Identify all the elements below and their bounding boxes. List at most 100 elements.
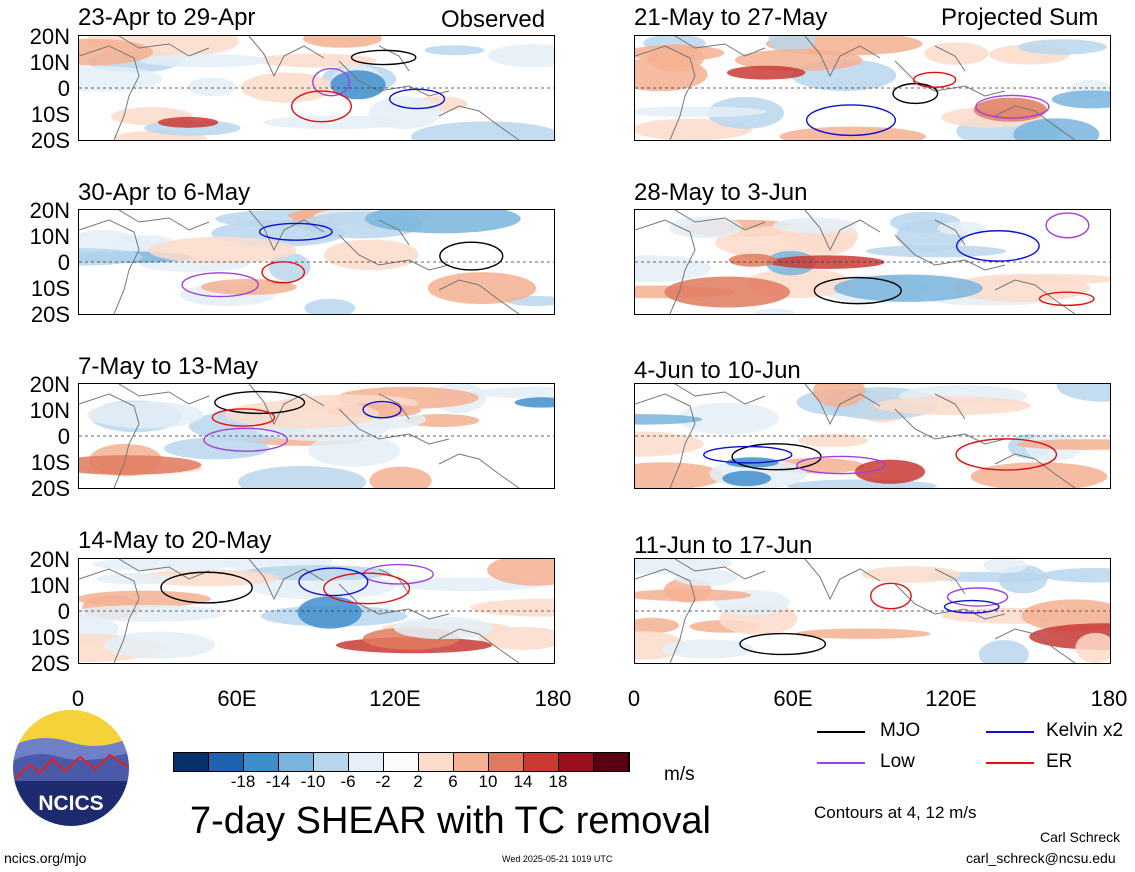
coastline-philippines xyxy=(378,45,410,72)
colorbar-tick: 10 xyxy=(478,772,498,791)
shear-shading xyxy=(854,459,926,484)
shear-map-panel-7 xyxy=(78,558,555,664)
er-legend-line xyxy=(986,762,1034,764)
coastline-indonesia xyxy=(894,60,1006,97)
lon-label: 0 xyxy=(627,686,641,711)
panel-title: 21-May to 27-May xyxy=(634,4,828,31)
shear-shading xyxy=(187,77,236,97)
colorbar-swatch xyxy=(209,753,244,771)
ncics-logo: NCICS xyxy=(10,707,132,829)
shear-shading xyxy=(635,106,767,118)
lon-label: 60E xyxy=(773,686,813,711)
shear-shading xyxy=(147,236,297,264)
shear-shading xyxy=(813,384,866,408)
lat-label: 20S xyxy=(30,476,70,501)
contour-line xyxy=(290,90,353,123)
svg-text:NCICS: NCICS xyxy=(38,792,103,815)
shear-shading xyxy=(983,559,1028,574)
shear-shading xyxy=(424,45,485,56)
shear-shading xyxy=(668,216,743,239)
shear-shading xyxy=(978,639,1029,663)
coastline-africa xyxy=(635,219,696,314)
shear-map xyxy=(635,36,1110,140)
site-link[interactable]: ncics.org/mjo xyxy=(4,850,87,866)
contour-line xyxy=(261,261,306,284)
er-legend-label: ER xyxy=(1046,751,1073,772)
shear-shading xyxy=(364,210,521,234)
shear-shading xyxy=(715,225,855,260)
shear-map-panel-1 xyxy=(78,35,555,141)
coastline-india xyxy=(804,384,881,426)
lat-label: 10S xyxy=(30,276,70,301)
shear-shading xyxy=(861,566,961,583)
shear-shading xyxy=(937,221,986,236)
lat-label: 20N xyxy=(29,372,70,397)
coastline-arabia xyxy=(118,36,210,57)
shear-map-panel-4 xyxy=(634,209,1111,315)
shear-shading xyxy=(411,121,554,140)
coastline-arabia xyxy=(118,559,210,580)
lat-label: 20S xyxy=(30,302,70,327)
shear-shading xyxy=(949,274,1090,302)
shear-map xyxy=(635,559,1110,663)
contour-line xyxy=(211,408,276,427)
contour-line xyxy=(298,567,369,597)
contour-line xyxy=(955,230,1040,262)
panel-title: 7-May to 13-May xyxy=(78,353,259,380)
shear-shading xyxy=(728,253,777,267)
shear-shading xyxy=(103,631,215,659)
colorbar-swatch xyxy=(489,753,524,771)
shear-shading xyxy=(323,239,419,271)
coastline-australia xyxy=(994,105,1076,140)
colorbar-tick: 2 xyxy=(413,772,423,791)
coastline-australia xyxy=(438,628,520,663)
contour-line xyxy=(181,272,259,298)
coastline-africa xyxy=(79,45,140,140)
colorbar-swatch xyxy=(524,753,559,771)
coastline-indonesia xyxy=(338,583,450,620)
coastline-philippines xyxy=(934,393,966,420)
panel-title: 28-May to 3-Jun xyxy=(634,179,808,206)
shear-shading xyxy=(304,298,356,314)
figure-title: 7-day SHEAR with TC removal xyxy=(190,800,711,842)
coastline-africa xyxy=(79,568,140,663)
shear-shading xyxy=(158,116,219,128)
shear-shading xyxy=(635,255,712,282)
shear-shading xyxy=(393,616,494,640)
colorbar-tick: 18 xyxy=(548,772,568,791)
shear-shading xyxy=(303,36,382,48)
lat-label: 20N xyxy=(29,24,70,49)
lat-label: 10S xyxy=(30,450,70,475)
lon-label: 0 xyxy=(71,686,85,711)
lat-label: 10N xyxy=(29,398,70,423)
contours-note: Contours at 4, 12 m/s xyxy=(814,803,977,822)
coastline-arabia xyxy=(118,210,210,231)
mjo-legend-line xyxy=(817,731,865,733)
lat-label: 0 xyxy=(57,424,70,449)
colorbar-swatch xyxy=(174,753,209,771)
coastline-india xyxy=(804,210,881,252)
coastline-philippines xyxy=(934,45,966,72)
shear-shading xyxy=(787,479,937,488)
shear-shading xyxy=(96,573,175,585)
shear-shading xyxy=(137,569,280,587)
shear-shading xyxy=(263,115,405,130)
coastline-africa xyxy=(635,568,696,663)
shear-shading xyxy=(674,569,738,586)
lat-label: 10N xyxy=(29,224,70,249)
contour-line xyxy=(350,49,417,66)
shear-shading xyxy=(79,604,227,622)
colorbar-swatch xyxy=(314,753,349,771)
shear-shading xyxy=(1075,632,1110,663)
colorbar-swatch xyxy=(419,753,454,771)
lat-label: 20S xyxy=(30,128,70,153)
shear-shading xyxy=(734,49,863,72)
colorbar-swatch xyxy=(559,753,594,771)
colorbar-swatch xyxy=(279,753,314,771)
shear-map xyxy=(79,210,554,314)
shear-shading xyxy=(647,44,704,72)
shear-map-panel-2 xyxy=(634,35,1111,141)
shear-shading xyxy=(873,396,1031,416)
low-legend-line xyxy=(817,762,865,764)
shear-shading xyxy=(768,36,816,53)
